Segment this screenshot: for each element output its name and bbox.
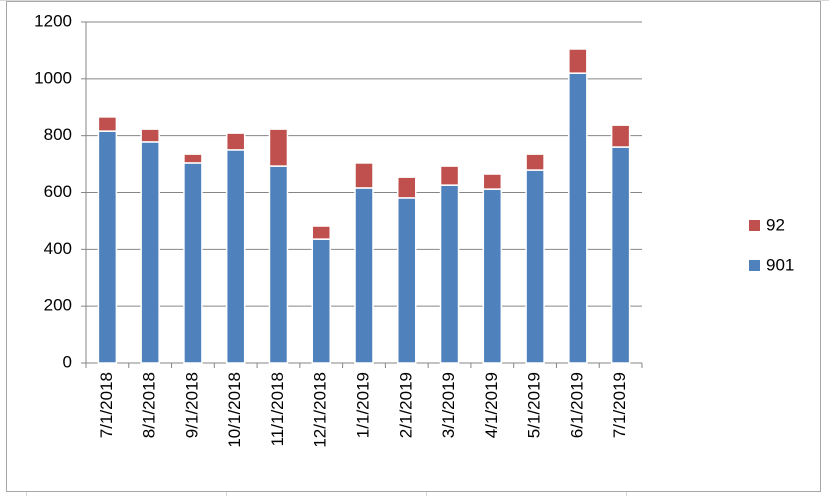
legend-label: 92 (766, 215, 785, 234)
legend-swatch (749, 260, 760, 271)
x-tick-label: 8/1/2018 (140, 372, 159, 438)
bar-segment (225, 149, 246, 364)
bar-segment (525, 153, 545, 171)
x-tick-label: 7/1/2018 (97, 372, 116, 438)
bar-segment (568, 48, 588, 74)
x-tick-label: 1/1/2019 (353, 372, 372, 438)
y-tick-label: 400 (44, 239, 72, 258)
bar-segment (140, 141, 160, 364)
y-tick-label: 800 (44, 125, 72, 144)
x-tick-label: 4/1/2019 (482, 372, 501, 438)
y-tick-label: 200 (44, 296, 72, 315)
x-tick-label: 12/1/2018 (311, 372, 330, 448)
bar-segment (610, 146, 631, 364)
bar-segment (97, 116, 118, 132)
bar-segment (140, 128, 160, 143)
bar-segment (225, 132, 246, 151)
bar-segment (311, 225, 331, 240)
x-tick-label: 2/1/2019 (396, 372, 415, 438)
bar-segment (183, 162, 203, 364)
x-tick-label: 3/1/2019 (439, 372, 458, 438)
bar-segment (268, 165, 289, 364)
x-tick-label: 6/1/2019 (567, 372, 586, 438)
bar-segment (439, 165, 460, 186)
x-tick-label: 10/1/2018 (225, 372, 244, 448)
y-tick-label: 1200 (34, 11, 72, 30)
bar-segment (354, 187, 374, 364)
bar-segment (610, 124, 631, 148)
x-tick-label: 11/1/2018 (268, 372, 287, 446)
bar-segment (439, 184, 460, 364)
legend-swatch (749, 220, 760, 231)
bar-segment (97, 130, 118, 364)
bar-segment (311, 238, 331, 364)
bar-segment (397, 197, 417, 364)
legend-label: 901 (766, 255, 794, 274)
bar-segment (397, 176, 417, 199)
x-tick-label: 9/1/2018 (182, 372, 201, 438)
bar-segment (568, 72, 588, 364)
bar-segment (183, 153, 203, 164)
bar-segment (354, 162, 374, 189)
x-tick-label: 5/1/2019 (525, 372, 544, 438)
y-tick-label: 600 (44, 182, 72, 201)
bar-segment (268, 128, 289, 167)
y-tick-label: 0 (63, 352, 72, 371)
bar-segment (482, 188, 503, 364)
y-tick-label: 1000 (34, 68, 72, 87)
x-tick-label: 7/1/2019 (610, 372, 629, 438)
bar-segment (482, 173, 503, 190)
bar-segment (525, 169, 545, 364)
